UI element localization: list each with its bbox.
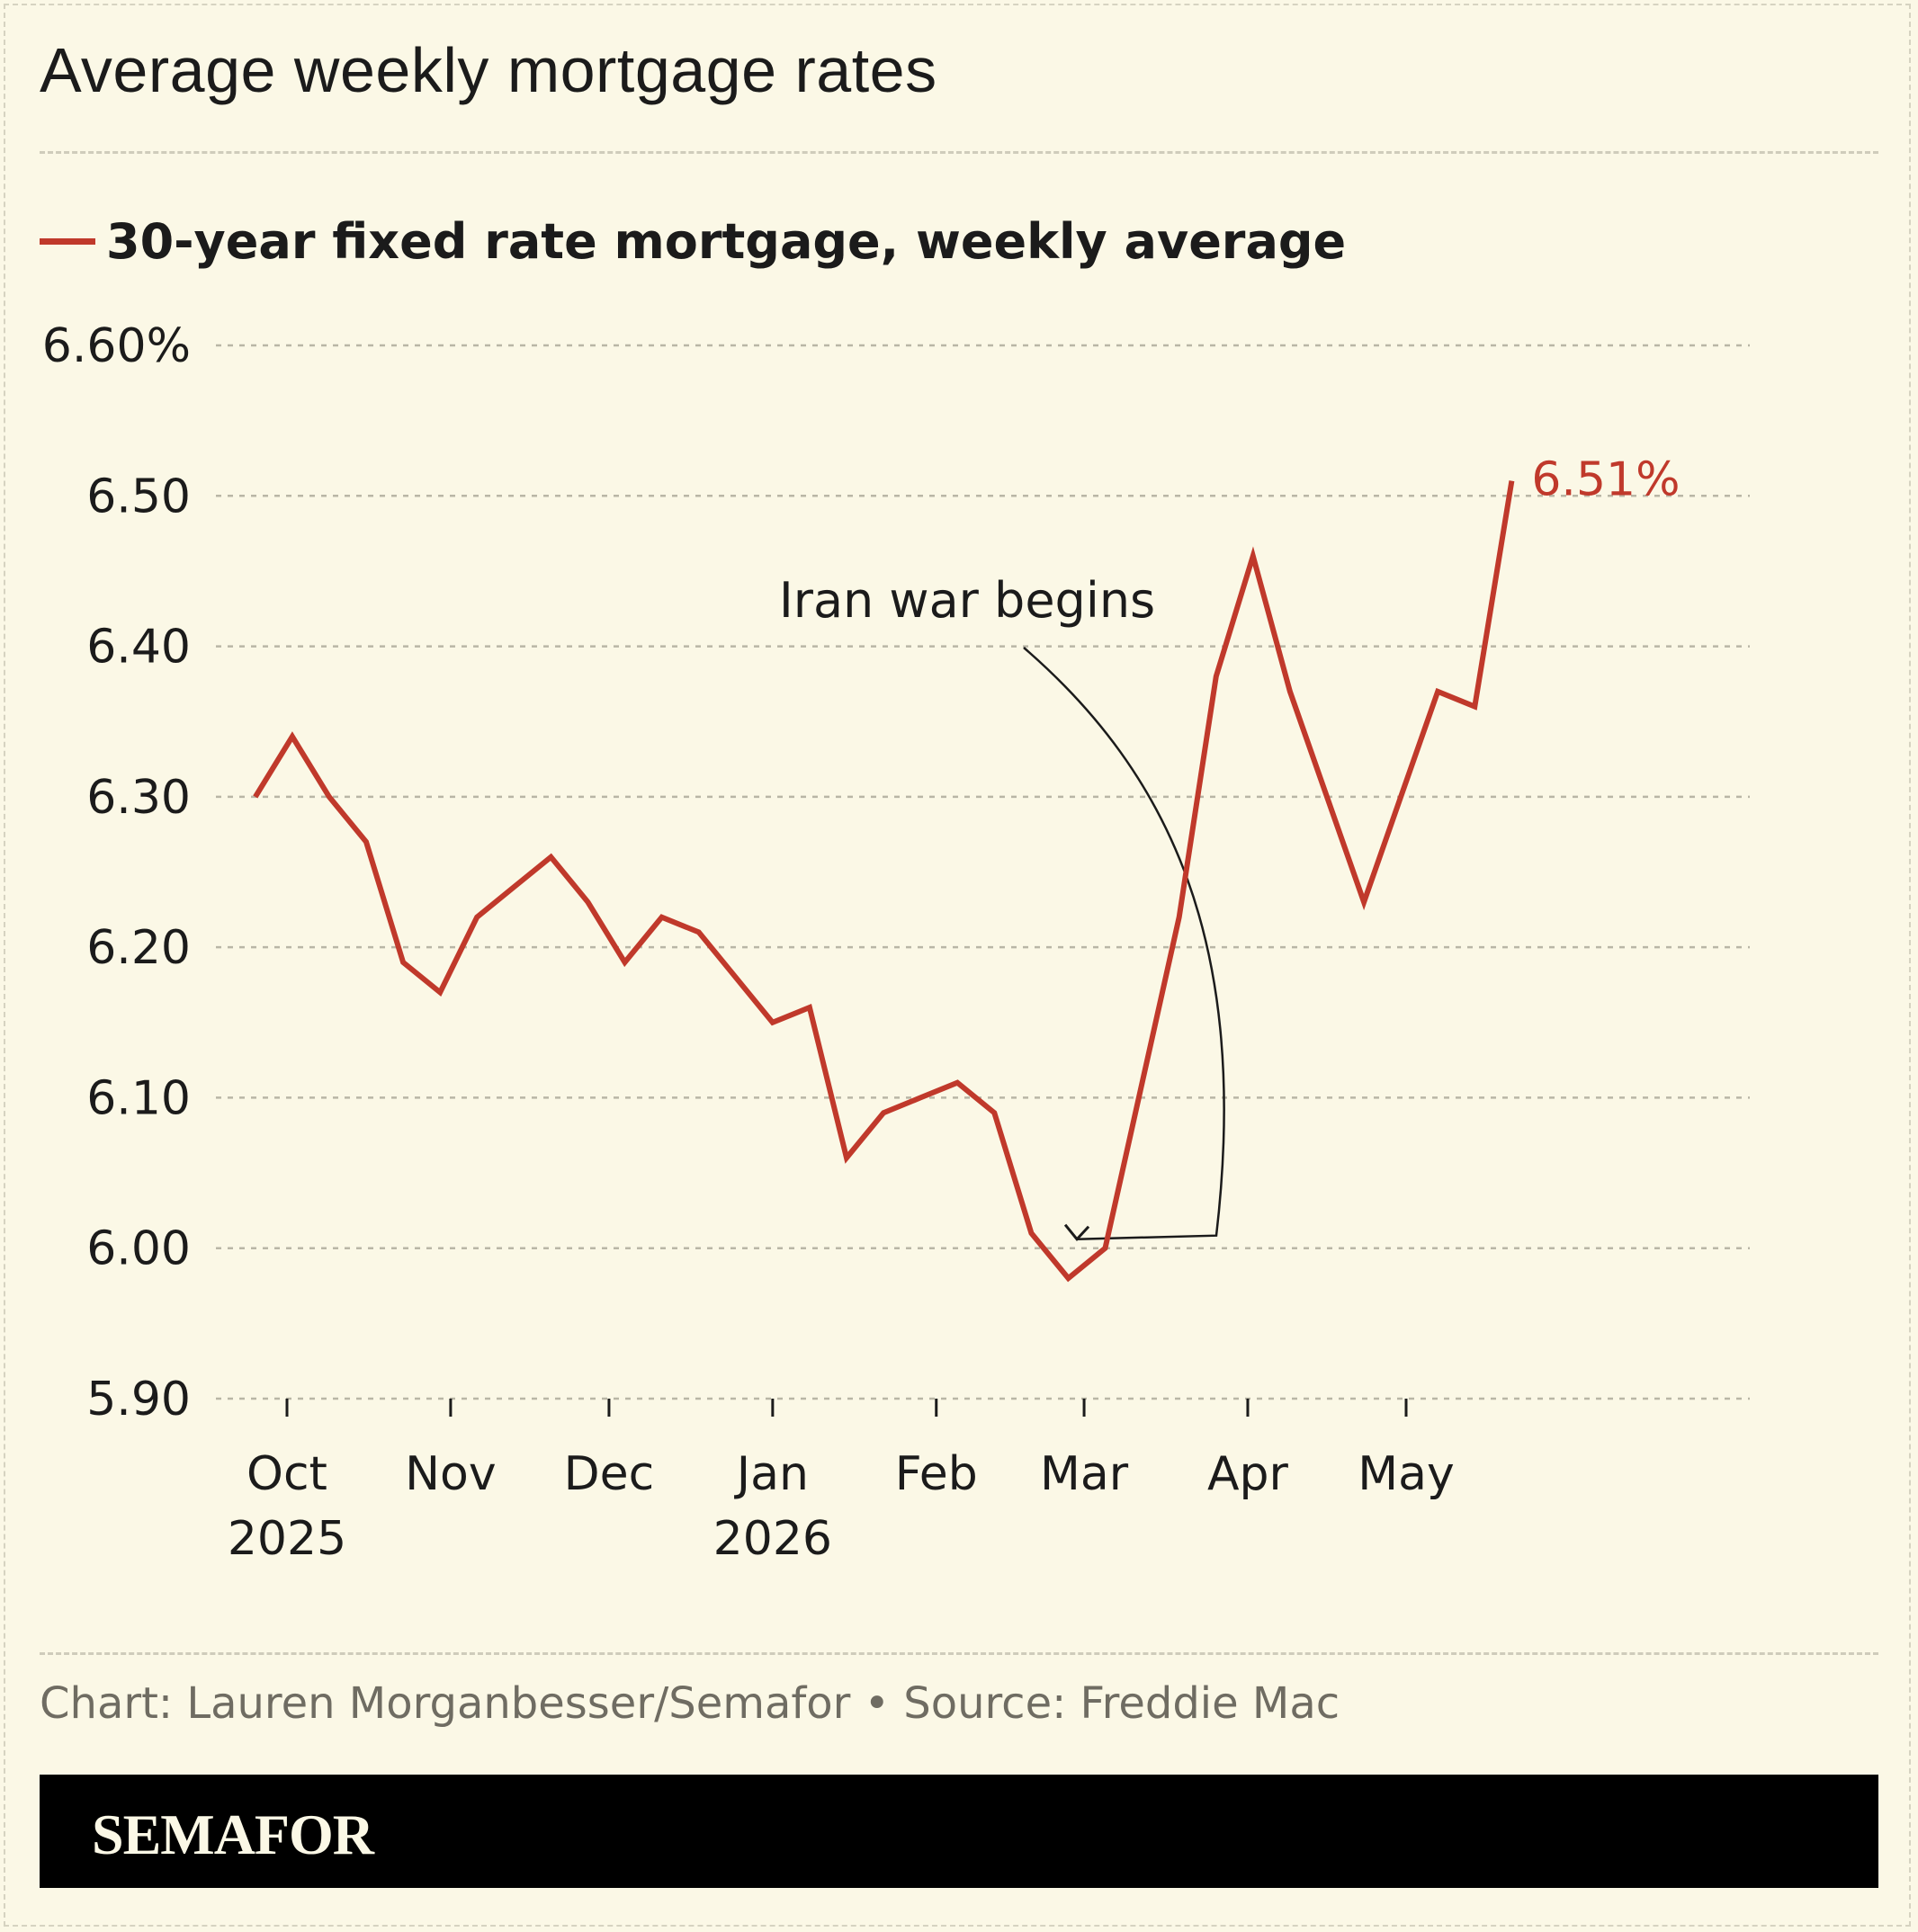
y-tick-label: 5.90 bbox=[86, 1373, 191, 1427]
y-tick-label: 6.50 bbox=[86, 470, 191, 523]
semafor-logo: SEMAFOR bbox=[92, 1802, 374, 1866]
source-credit: Chart: Lauren Morganbesser/Semafor • Sou… bbox=[40, 1678, 1340, 1729]
footer-divider bbox=[40, 1652, 1878, 1655]
legend-swatch bbox=[40, 237, 95, 245]
annotation-label: Iran war begins bbox=[779, 572, 1155, 629]
x-tick-label: Jan bbox=[734, 1447, 809, 1501]
y-tick-label: 6.10 bbox=[86, 1071, 191, 1125]
y-tick-label: 6.20 bbox=[86, 921, 191, 975]
chart-frame bbox=[4, 4, 1911, 1927]
x-tick-label: Mar bbox=[1040, 1447, 1129, 1501]
x-tick-label: Nov bbox=[405, 1447, 497, 1501]
y-tick-label: 6.30 bbox=[86, 771, 191, 825]
line-chart: 6.60% 6.50 6.40 6.30 6.20 6.10 6.00 5.90 Oct 202… bbox=[42, 319, 1750, 1566]
x-tick-year: 2026 bbox=[713, 1512, 832, 1566]
chart-title: Average weekly mortgage rates bbox=[40, 35, 937, 105]
y-tick-label: 6.00 bbox=[86, 1222, 191, 1276]
gridlines bbox=[216, 344, 1750, 1400]
series: 6.51% bbox=[253, 453, 1680, 1283]
legend-label: 30-year fixed rate mortgage, weekly aver… bbox=[106, 212, 1347, 270]
header-divider bbox=[40, 151, 1878, 154]
y-tick-label: 6.40 bbox=[86, 621, 191, 675]
end-value-label: 6.51% bbox=[1531, 453, 1680, 507]
y-axis-labels: 6.60% 6.50 6.40 6.30 6.20 6.10 6.00 5.90 bbox=[42, 319, 191, 1427]
x-tick-year: 2025 bbox=[228, 1512, 346, 1566]
x-axis: Oct 2025 Nov Dec Jan 2026 Feb Mar Apr May bbox=[228, 1399, 1455, 1566]
annotation-arrowhead bbox=[1063, 1223, 1090, 1241]
y-tick-label: 6.60% bbox=[42, 319, 191, 373]
series-line bbox=[253, 480, 1515, 1283]
brand-bar: SEMAFOR bbox=[40, 1775, 1878, 1888]
annotation-arrow bbox=[1023, 647, 1225, 1240]
x-tick-label: May bbox=[1358, 1447, 1455, 1501]
legend: 30-year fixed rate mortgage, weekly aver… bbox=[40, 212, 1346, 270]
x-tick-label: Apr bbox=[1207, 1447, 1289, 1501]
x-tick-label: Feb bbox=[895, 1447, 978, 1501]
annotation: Iran war begins bbox=[779, 572, 1225, 1241]
x-tick-label: Dec bbox=[564, 1447, 655, 1501]
x-tick-label: Oct bbox=[246, 1447, 327, 1501]
